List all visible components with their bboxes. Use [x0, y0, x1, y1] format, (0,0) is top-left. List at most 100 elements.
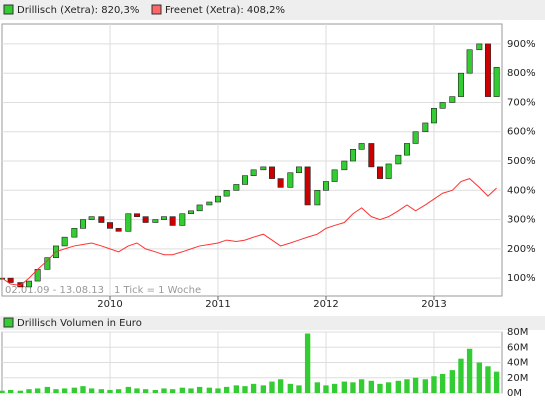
- candle: [242, 175, 248, 185]
- volume-bar: [350, 382, 356, 393]
- volume-bar: [242, 386, 248, 393]
- volume-bar: [493, 371, 500, 393]
- volume-bar: [169, 389, 176, 393]
- candle: [395, 154, 402, 165]
- volume-bar: [412, 377, 419, 393]
- candle: [188, 210, 194, 215]
- candle: [295, 166, 302, 174]
- y-tick-label: 200%: [507, 244, 536, 255]
- volume-bar: [196, 386, 203, 393]
- candle: [322, 181, 329, 191]
- volume-bar: [296, 385, 302, 393]
- candle: [206, 201, 213, 206]
- volume-bar: [125, 386, 132, 393]
- volume-bar: [107, 389, 113, 393]
- candle: [457, 72, 464, 97]
- candle: [385, 163, 392, 179]
- candle: [449, 96, 456, 103]
- volume-bar: [53, 389, 59, 393]
- volume-bar: [134, 388, 140, 393]
- volume-bar: [395, 380, 402, 393]
- volume-bar: [323, 385, 329, 393]
- legend-label: Freenet (Xetra): 408,2%: [165, 5, 285, 16]
- candle: [484, 43, 491, 97]
- candle: [125, 213, 132, 232]
- legend-bar: [0, 316, 545, 330]
- volume-bar: [179, 387, 186, 393]
- volume-bar: [206, 387, 213, 393]
- candle: [268, 166, 275, 179]
- candle: [341, 160, 348, 171]
- candle: [134, 213, 140, 217]
- candle: [233, 184, 240, 191]
- candle: [152, 219, 159, 223]
- candle: [277, 178, 284, 188]
- volume-bar: [449, 370, 456, 393]
- volume-bar: [269, 381, 275, 393]
- volume-bar: [422, 379, 429, 393]
- candle: [376, 166, 383, 179]
- volume-bar: [260, 385, 267, 393]
- volume-bar: [377, 383, 383, 393]
- volume-bar: [341, 381, 348, 393]
- volume-bar: [44, 386, 51, 393]
- y-tick-label: 700%: [507, 97, 536, 108]
- y-tick-label: 800%: [507, 68, 536, 79]
- volume-bar: [250, 383, 257, 393]
- candle: [358, 143, 365, 150]
- volume-bar: [277, 379, 284, 393]
- y-tick-label: 500%: [507, 156, 536, 167]
- volume-bar: [331, 383, 338, 393]
- candle: [403, 143, 410, 156]
- volume-bar: [358, 379, 365, 393]
- y-tick-label: 600%: [507, 127, 536, 138]
- x-tick-label: 2012: [313, 299, 338, 310]
- candle: [88, 216, 95, 220]
- legend-swatch: [3, 317, 14, 328]
- volume-bar: [26, 389, 32, 393]
- volume-bar: [88, 388, 95, 393]
- x-tick-label: 2011: [205, 299, 230, 310]
- volume-bar: [287, 383, 294, 393]
- volume-bar: [34, 388, 41, 393]
- x-tick-label: 2010: [97, 299, 122, 310]
- annotation: 1 Tick = 1 Woche: [114, 285, 201, 296]
- volume-bar: [485, 366, 491, 393]
- candle: [476, 43, 483, 51]
- candle: [80, 219, 86, 229]
- volume-bar: [431, 376, 437, 393]
- candle: [26, 280, 32, 288]
- volume-bar: [439, 373, 446, 393]
- x-tick-label: 2013: [421, 299, 446, 310]
- legend-swatch: [3, 4, 14, 15]
- y-tick-label: 100%: [507, 273, 536, 284]
- volume-bar: [115, 389, 122, 393]
- candle: [314, 190, 321, 206]
- candle: [115, 228, 122, 232]
- volume-bar: [161, 388, 167, 393]
- candle: [260, 166, 267, 171]
- candle: [304, 166, 311, 206]
- y-tick-label: 80M: [507, 327, 528, 338]
- volume-title: Drillisch Volumen in Euro: [17, 318, 142, 329]
- volume-bar: [188, 388, 194, 393]
- legend-bar: [0, 0, 545, 20]
- volume-bar: [304, 333, 311, 393]
- volume-bar: [80, 386, 86, 393]
- candle: [142, 216, 149, 223]
- candle: [223, 190, 230, 197]
- candle: [179, 213, 186, 226]
- y-tick-label: 900%: [507, 39, 536, 50]
- candle: [466, 49, 473, 74]
- volume-bar: [152, 389, 159, 393]
- candle: [412, 131, 419, 144]
- candle: [44, 257, 51, 270]
- y-tick-label: 20M: [507, 373, 528, 384]
- line: [1, 178, 497, 286]
- volume-bar: [458, 358, 464, 393]
- candle: [422, 122, 429, 133]
- volume-bar: [215, 388, 221, 393]
- annotation: 02.01.09 - 13.08.13: [5, 285, 104, 296]
